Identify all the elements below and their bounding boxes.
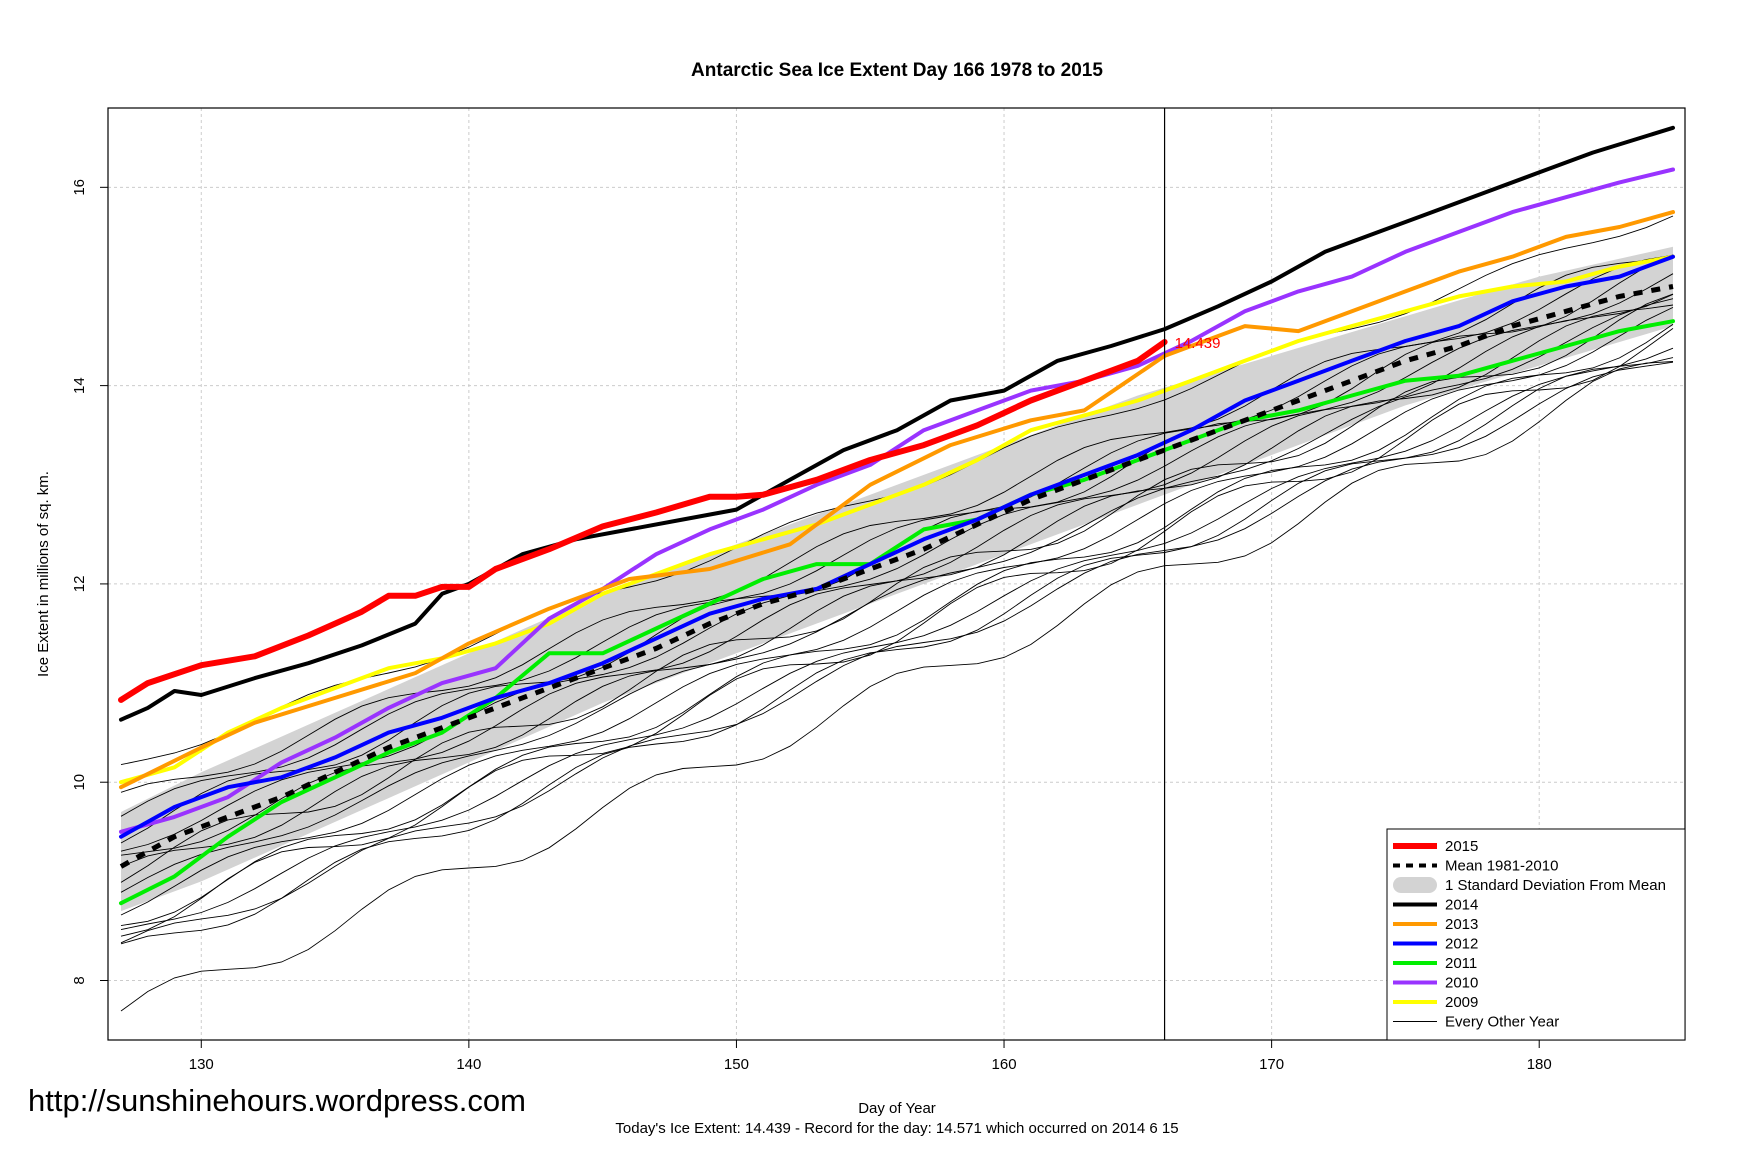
- legend-label: 1 Standard Deviation From Mean: [1445, 877, 1666, 894]
- legend-item: Every Other Year: [1393, 1014, 1559, 1031]
- y-tick-label: 14: [71, 377, 88, 394]
- legend-label: 2010: [1445, 975, 1478, 992]
- other-year-line: [120, 293, 1674, 883]
- x-tick-label: 170: [1259, 1056, 1284, 1073]
- legend-item: 2013: [1393, 916, 1478, 933]
- y-tick-label: 10: [71, 774, 88, 791]
- chart-title: Antarctic Sea Ice Extent Day 166 1978 to…: [691, 60, 1103, 81]
- legend-item: 2010: [1393, 975, 1478, 992]
- mean-line: [119, 284, 1674, 869]
- x-tick-label: 150: [724, 1056, 749, 1073]
- other-year-line: [120, 306, 1674, 916]
- series-line-2013: [119, 210, 1675, 790]
- std-band-area: [121, 246, 1673, 912]
- watermark-url: http://sunshinehours.wordpress.com: [28, 1083, 526, 1118]
- footer-note: Today's Ice Extent: 14.439 - Record for …: [615, 1120, 1178, 1137]
- legend-label: Every Other Year: [1445, 1014, 1559, 1031]
- y-axis-label: Ice Extent in millions of sq. km.: [35, 471, 52, 677]
- legend-label: 2009: [1445, 994, 1478, 1011]
- legend-item: 2012: [1393, 936, 1478, 953]
- legend-item: 1 Standard Deviation From Mean: [1393, 877, 1666, 894]
- legend-swatch-band: [1393, 877, 1437, 893]
- current-day-marker: 14.439: [1163, 108, 1221, 1040]
- x-tick-label: 180: [1527, 1056, 1552, 1073]
- legend-item: 2015: [1393, 838, 1478, 855]
- plot-frame: [107, 107, 1686, 1041]
- series-line-2014: [119, 125, 1675, 722]
- other-year-line: [120, 361, 1674, 1012]
- legend-label: 2012: [1445, 936, 1478, 953]
- legend-label: 2011: [1445, 955, 1477, 972]
- x-tick-label: 140: [456, 1056, 481, 1073]
- series-line-2010: [119, 167, 1675, 834]
- other-year-line: [120, 293, 1674, 856]
- x-tick-label: 130: [189, 1056, 214, 1073]
- y-tick-label: 8: [71, 976, 88, 984]
- legend-label: 2015: [1445, 838, 1478, 855]
- legend-label: 2014: [1445, 897, 1478, 914]
- series-line-2011: [119, 319, 1675, 906]
- other-year-line: [120, 323, 1674, 927]
- series-line-2015: [118, 339, 1168, 703]
- x-tick-label: 160: [992, 1056, 1017, 1073]
- x-axis-ticks: 130 140 150 160 170 180: [189, 1040, 1552, 1073]
- other-year-line: [120, 328, 1674, 937]
- other-year-line: [120, 361, 1674, 944]
- other-year-line: [120, 255, 1674, 793]
- y-tick-label: 12: [71, 576, 88, 593]
- y-tick-label: 16: [71, 179, 88, 196]
- x-axis-label: Day of Year: [858, 1100, 936, 1117]
- legend-label: Mean 1981-2010: [1445, 858, 1558, 875]
- legend-item: 2011: [1393, 955, 1477, 972]
- legend: 2015 Mean 1981-2010 1 Standard Deviation F…: [1386, 828, 1686, 1041]
- other-year-line: [120, 298, 1674, 893]
- mean-series-line: [119, 284, 1674, 869]
- year-series: [118, 125, 1675, 906]
- other-year-line: [120, 347, 1674, 931]
- other-year-line: [120, 357, 1674, 945]
- legend-item: 2009: [1393, 994, 1478, 1011]
- legend-item: 2014: [1393, 897, 1478, 914]
- today-value-label: 14.439: [1175, 335, 1221, 352]
- legend-item: Mean 1981-2010: [1393, 858, 1558, 875]
- y-axis-ticks: 8 10 12 14 16: [71, 179, 108, 985]
- series-line-2009: [119, 254, 1675, 785]
- legend-label: 2013: [1445, 916, 1478, 933]
- std-dev-band: [121, 246, 1673, 912]
- series-line-2012: [119, 254, 1675, 839]
